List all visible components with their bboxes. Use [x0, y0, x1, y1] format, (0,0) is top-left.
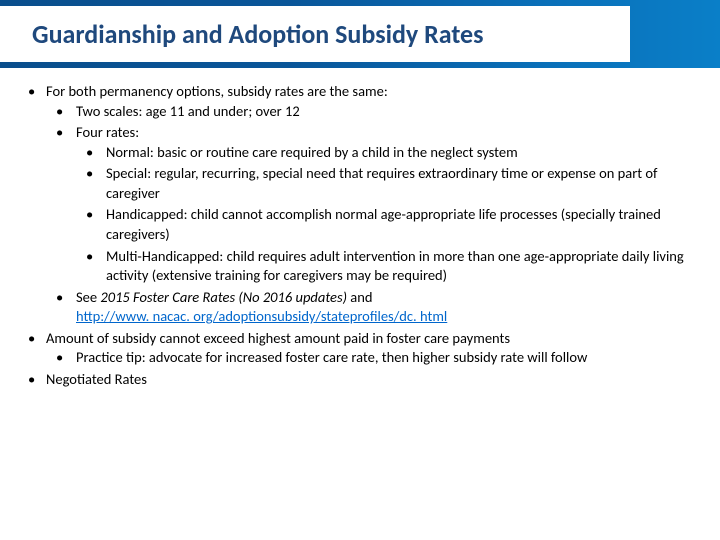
see-mid: and: [347, 288, 372, 306]
bullet-marker: •: [28, 329, 35, 349]
bullet-1-2-2: • Special: regular, recurring, special n…: [76, 164, 696, 203]
bullet-marker: •: [86, 143, 93, 163]
bullet-1-2-1: • Normal: basic or routine care required…: [76, 143, 696, 163]
bullet-1-2-4: • Multi-Handicapped: child requires adul…: [76, 247, 696, 286]
bullet-text: Normal: basic or routine care required b…: [106, 143, 518, 161]
bullet-text: Special: regular, recurring, special nee…: [106, 164, 657, 202]
bullet-marker: •: [86, 247, 93, 267]
bullet-marker: •: [56, 288, 63, 308]
bullet-marker: •: [28, 82, 35, 102]
bullet-text: Two scales: age 11 and under; over 12: [76, 102, 300, 120]
slide-title: Guardianship and Adoption Subsidy Rates: [32, 18, 483, 50]
bullet-text: Practice tip: advocate for increased fos…: [76, 348, 587, 366]
title-bar: Guardianship and Adoption Subsidy Rates: [0, 6, 630, 62]
bullet-text: For both permanency options, subsidy rat…: [46, 82, 388, 100]
bullet-text: Four rates:: [76, 123, 139, 141]
bullet-marker: •: [56, 102, 63, 122]
bullet-marker: •: [56, 123, 63, 143]
bullet-1: • For both permanency options, subsidy r…: [24, 82, 696, 327]
bullet-3: • Negotiated Rates: [24, 370, 696, 390]
bullet-text: Handicapped: child cannot accomplish nor…: [106, 205, 661, 243]
bullet-2-1: • Practice tip: advocate for increased f…: [46, 348, 696, 368]
bullet-1-2-3: • Handicapped: child cannot accomplish n…: [76, 205, 696, 244]
bullet-1-1: • Two scales: age 11 and under; over 12: [46, 102, 696, 122]
see-italic: 2015 Foster Care Rates (No 2016 updates): [100, 288, 347, 306]
bullet-marker: •: [28, 370, 35, 390]
bullet-marker: •: [86, 164, 93, 184]
header-band: Guardianship and Adoption Subsidy Rates: [0, 0, 720, 68]
bullet-2: • Amount of subsidy cannot exceed highes…: [24, 329, 696, 368]
bullet-1-3: • See 2015 Foster Care Rates (No 2016 up…: [46, 288, 696, 327]
bullet-marker: •: [56, 348, 63, 368]
bullet-text: Negotiated Rates: [46, 370, 147, 388]
bullet-1-2: • Four rates: • Normal: basic or routine…: [46, 123, 696, 286]
bullet-text: Multi-Handicapped: child requires adult …: [106, 247, 684, 285]
slide-content: • For both permanency options, subsidy r…: [0, 68, 720, 389]
bullet-marker: •: [86, 205, 93, 225]
see-prefix: See: [76, 288, 100, 306]
bullet-text: Amount of subsidy cannot exceed highest …: [46, 329, 510, 347]
nacac-link[interactable]: http://www. nacac. org/adoptionsubsidy/s…: [76, 307, 447, 325]
